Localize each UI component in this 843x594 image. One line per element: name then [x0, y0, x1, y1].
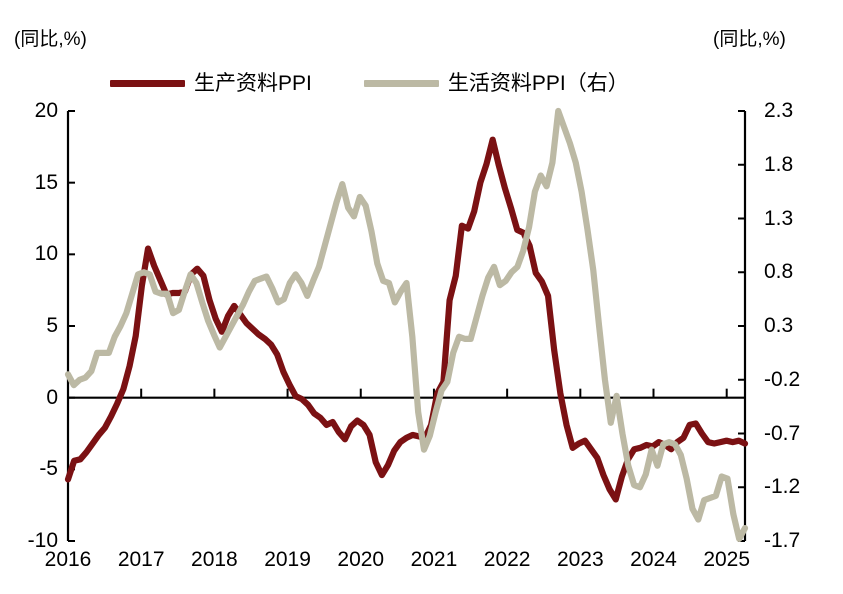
x-axis-tick-label: 2017: [117, 548, 165, 571]
x-axis-tick-label: 2019: [264, 548, 311, 571]
legend-label-producer-goods-ppi: 生产资料PPI: [194, 72, 312, 95]
x-axis-tick-label: 2016: [44, 548, 92, 571]
y-axis-left-tick-label: 15: [34, 170, 58, 194]
y-axis-right-tick-label: 0.3: [764, 314, 794, 337]
x-axis-tick-label: 2023: [556, 548, 604, 571]
x-axis-tick-label: 2022: [483, 548, 531, 571]
x-axis-tick-label: 2024: [630, 548, 677, 571]
chart-legend: 生产资料PPI 生活资料PPI（右）: [110, 73, 629, 94]
x-axis-tick-label: 2025: [703, 548, 751, 571]
legend-swatch-consumer-goods-ppi: [363, 80, 439, 87]
series-line-producer-goods-ppi: [64, 136, 749, 503]
y-axis-left-tick-label: -5: [39, 457, 58, 481]
y-axis-left-tick-label: 10: [34, 242, 58, 266]
y-axis-right-tick-label: 1.8: [764, 152, 794, 176]
series-line-consumer-goods-ppi: [64, 107, 749, 542]
x-axis-tick-label: 2021: [410, 548, 458, 571]
y-axis-right-tick-label: 2.3: [764, 99, 794, 122]
x-axis-tick-label: 2020: [337, 548, 385, 571]
y-axis-left-tick-label: 5: [46, 314, 58, 337]
y-axis-left-tick-label: -10: [27, 529, 58, 552]
y-axis-right-tick-label: -1.2: [764, 475, 801, 499]
y-axis-right-tick-label: 1.3: [764, 206, 794, 230]
right-axis-unit-label: (同比,%): [713, 29, 786, 50]
legend-label-consumer-goods-ppi: 生活资料PPI（右）: [447, 72, 629, 95]
y-axis-right-tick-label: -1.7: [764, 529, 801, 552]
y-axis-right-tick-label: -0.7: [764, 421, 801, 445]
y-axis-right-tick-label: -0.2: [764, 367, 801, 391]
left-axis-unit-label: (同比,%): [14, 29, 87, 50]
legend-item-consumer-goods-ppi[interactable]: 生活资料PPI（右）: [363, 72, 629, 95]
legend-item-producer-goods-ppi[interactable]: 生产资料PPI: [110, 73, 312, 94]
y-axis-right-tick-label: 0.8: [764, 260, 794, 284]
y-axis-left-tick-label: 20: [34, 99, 58, 122]
x-axis-tick-label: 2018: [191, 548, 238, 571]
legend-swatch-producer-goods-ppi: [110, 80, 185, 87]
y-axis-left-tick-label: 0: [46, 385, 58, 409]
